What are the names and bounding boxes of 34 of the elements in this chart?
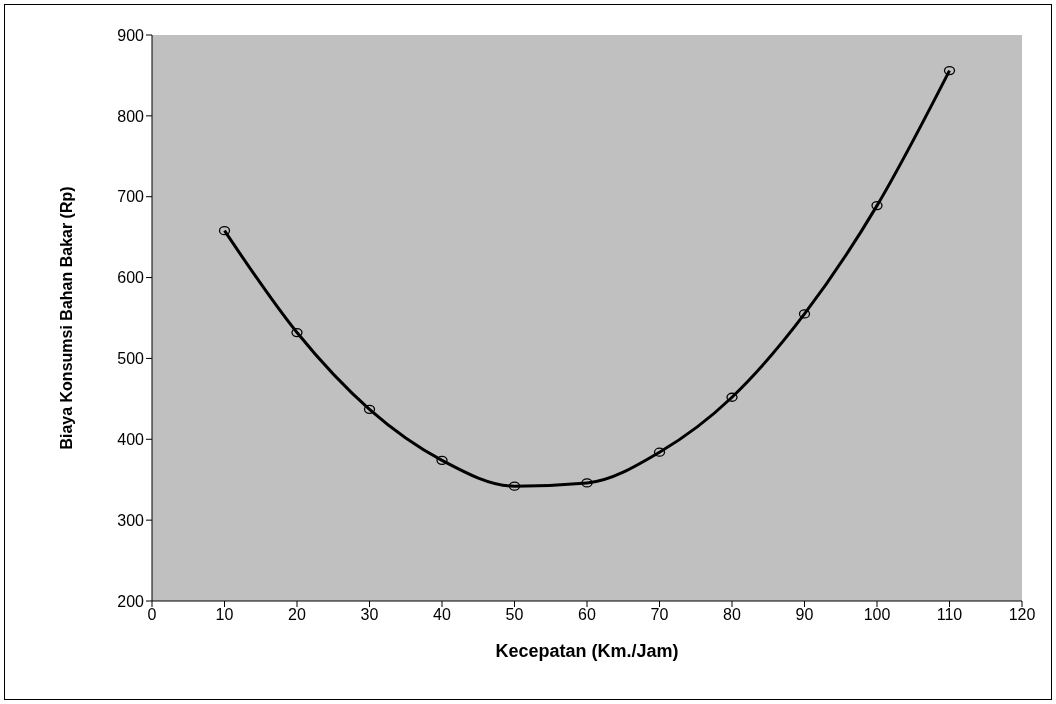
x-tick-label: 10 [215, 606, 234, 624]
x-tick-label: 40 [433, 606, 451, 624]
y-tick-label: 400 [117, 430, 145, 448]
y-tick-label: 700 [117, 188, 145, 206]
point [871, 200, 883, 211]
x-tick-label: 80 [723, 606, 741, 624]
x-tick-label: 20 [288, 606, 306, 624]
point [581, 478, 593, 488]
point [363, 404, 376, 415]
x-tick-label: 70 [650, 606, 669, 624]
y-tick-label: 800 [117, 107, 145, 125]
x-tick-label: 60 [578, 606, 596, 624]
point [218, 226, 231, 236]
point [798, 309, 811, 319]
y-tick-label: 500 [117, 350, 145, 368]
x-tick-label: 90 [795, 606, 814, 624]
x-tick-label: 100 [863, 606, 891, 624]
point [291, 327, 303, 338]
x-tick-label: 0 [147, 606, 157, 624]
point [726, 392, 738, 402]
y-axis-title: Biaya Konsumsi Bahan Bakar (Rp) [57, 186, 75, 450]
y-tick-label: 900 [117, 26, 145, 44]
x-axis-title: Kecepatan (Km./Jam) [495, 641, 679, 661]
x-tick-label: 30 [360, 606, 379, 624]
point [653, 447, 666, 457]
point [436, 455, 448, 465]
x-tick-label: 50 [505, 606, 524, 624]
point [943, 65, 956, 76]
x-tick-label: 120 [1008, 606, 1036, 624]
y-tick-label: 300 [117, 511, 145, 529]
point [508, 481, 521, 491]
x-tick-label: 110 [936, 606, 963, 624]
y-tick-label: 600 [117, 269, 145, 287]
y-tick-label: 200 [117, 592, 145, 610]
